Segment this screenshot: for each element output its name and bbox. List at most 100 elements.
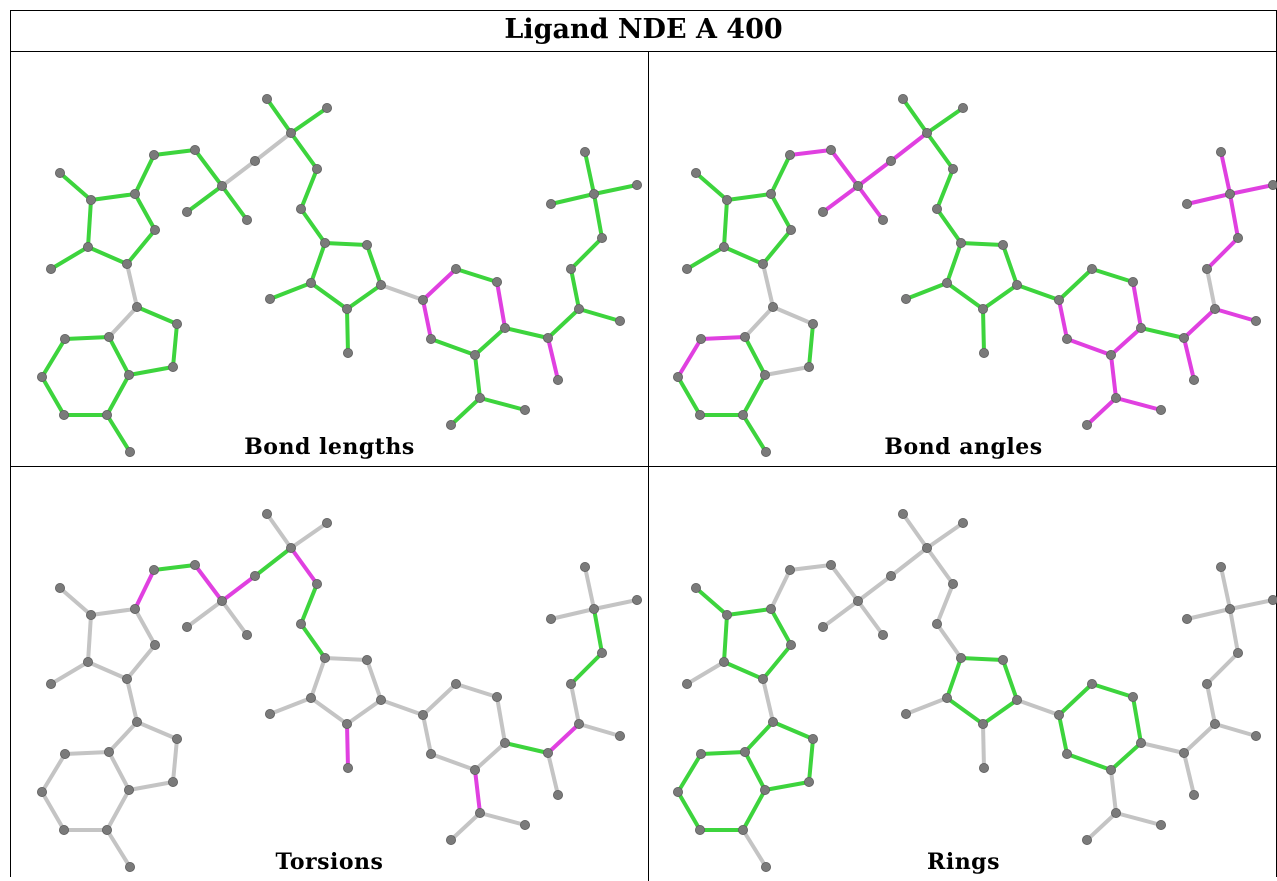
bond-ok	[125, 228, 157, 266]
atom	[566, 263, 577, 274]
atom	[491, 691, 502, 702]
atom	[897, 94, 908, 105]
bond-outlier	[856, 184, 885, 222]
atom	[825, 145, 836, 156]
bond-ok	[676, 790, 702, 832]
atoms-group	[36, 509, 643, 872]
bond-neutral	[821, 599, 860, 629]
atom	[519, 819, 530, 830]
bond-ok	[935, 207, 963, 245]
bond-neutral	[761, 677, 775, 724]
atom	[900, 293, 911, 304]
bond-ok	[193, 148, 224, 188]
bond-neutral	[495, 695, 507, 745]
atom	[264, 293, 275, 304]
bonds-group	[40, 97, 639, 454]
bond-ok	[807, 322, 815, 369]
bond-outlier	[1228, 183, 1275, 196]
bond-ok	[133, 153, 156, 196]
atom	[1268, 595, 1277, 605]
atom	[241, 214, 252, 225]
bond-ok	[743, 720, 775, 754]
bond-neutral	[743, 305, 775, 339]
bond-ok	[959, 241, 1005, 247]
atom	[216, 595, 227, 606]
bond-outlier	[1182, 307, 1217, 340]
atom	[722, 609, 733, 620]
atom	[977, 718, 988, 729]
bond-neutral	[89, 607, 137, 617]
atom	[341, 718, 352, 729]
molecule-diagram-bond-angles	[672, 94, 1277, 457]
horizontal-divider	[11, 466, 1276, 467]
atom	[1081, 834, 1092, 845]
atom	[760, 784, 771, 795]
bond-ok	[289, 106, 329, 135]
atom	[1155, 819, 1166, 830]
atom	[997, 654, 1008, 665]
bond-outlier	[1228, 192, 1240, 240]
bond-neutral	[829, 563, 860, 603]
bond-outlier	[1085, 396, 1118, 427]
bond-neutral	[127, 780, 175, 792]
bond-ok	[592, 607, 604, 655]
bond-outlier	[546, 336, 560, 382]
atom	[691, 583, 702, 594]
atom	[321, 103, 332, 114]
bond-outlier	[133, 568, 156, 611]
atom	[311, 579, 322, 590]
bond-neutral	[454, 682, 499, 699]
atom	[149, 224, 160, 235]
atoms-group	[672, 94, 1277, 457]
bond-ok	[769, 607, 793, 647]
bond-ok	[473, 326, 507, 357]
atom	[738, 824, 749, 835]
bond-ok	[345, 283, 383, 311]
bond-neutral	[171, 737, 179, 784]
bond-neutral	[592, 598, 639, 611]
atom	[758, 258, 769, 269]
bond-ok	[569, 651, 604, 686]
bond-neutral	[105, 788, 131, 832]
bond-ok	[945, 281, 985, 311]
atom	[122, 258, 133, 269]
bond-ok	[309, 241, 327, 285]
atom	[931, 618, 942, 629]
atom	[574, 718, 585, 729]
bond-ok	[58, 171, 93, 202]
atom	[768, 301, 779, 312]
bond-ok	[265, 97, 293, 135]
atom	[543, 332, 554, 343]
atom	[546, 198, 557, 209]
atom	[589, 188, 600, 199]
bond-ok	[592, 192, 604, 240]
panel-torsions: Torsions	[11, 467, 648, 878]
molecule-diagram-rings	[672, 509, 1277, 872]
bond-ok	[299, 582, 319, 626]
atom	[124, 784, 135, 795]
bond-ok	[1131, 695, 1143, 745]
bond-ok	[725, 607, 773, 617]
bond-outlier	[699, 335, 747, 341]
atom	[978, 347, 989, 358]
bond-neutral	[889, 546, 929, 578]
bond-outlier	[788, 148, 833, 157]
bond-ok	[901, 97, 929, 135]
atom	[171, 733, 182, 744]
atom	[1179, 747, 1190, 758]
atom	[445, 834, 456, 845]
atom	[46, 263, 57, 274]
atom	[361, 654, 372, 665]
bond-outlier	[345, 722, 350, 770]
atom	[425, 333, 436, 344]
atom	[947, 579, 958, 590]
atom	[132, 301, 143, 312]
atom	[885, 156, 896, 167]
bond-neutral	[125, 262, 139, 309]
atom	[761, 861, 772, 872]
atom	[181, 621, 192, 632]
atom	[941, 277, 952, 288]
bond-ok	[449, 396, 482, 427]
atom	[1251, 730, 1262, 741]
atom	[566, 678, 577, 689]
